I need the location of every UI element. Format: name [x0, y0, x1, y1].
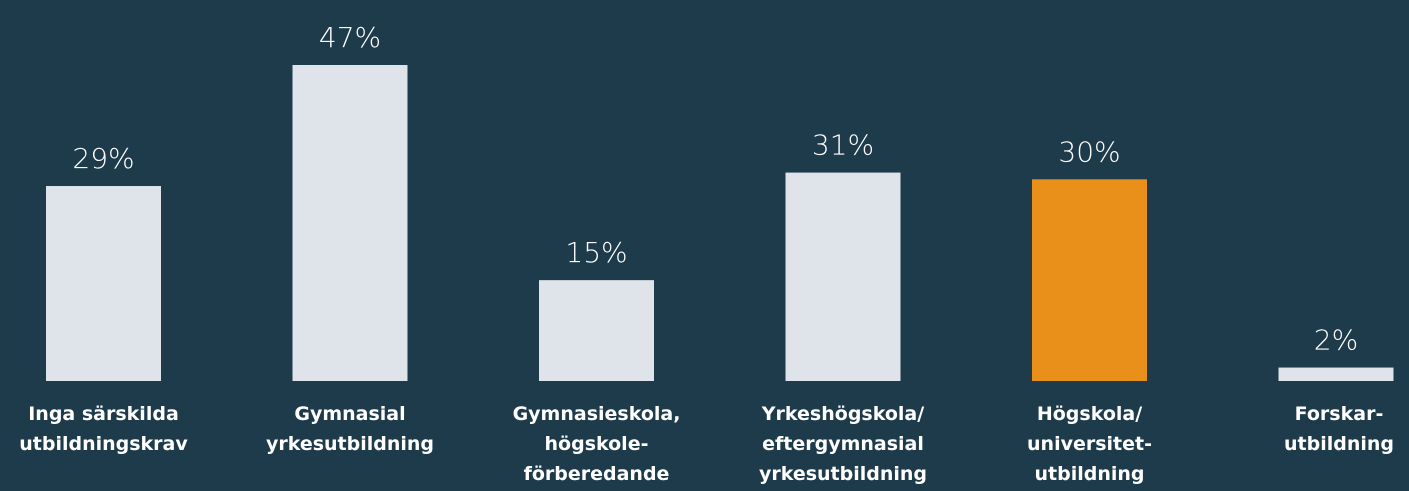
- category-label: förberedande: [524, 463, 670, 485]
- category-label: högskole-: [545, 433, 649, 455]
- bar: [46, 186, 161, 381]
- value-label: 31%: [812, 129, 874, 162]
- value-label: 2%: [1314, 324, 1358, 357]
- category-label: Yrkeshögskola/: [761, 403, 924, 425]
- category-label: yrkesutbildning: [759, 463, 927, 485]
- category-label: universitet-: [1027, 433, 1152, 455]
- bar: [785, 172, 901, 381]
- category-label: Högskola/: [1037, 403, 1142, 425]
- value-label: 15%: [565, 236, 627, 269]
- bar: [539, 280, 654, 381]
- category-label: eftergymnasial: [762, 433, 924, 455]
- category-label: utbildning: [1284, 433, 1394, 455]
- value-label: 29%: [72, 142, 134, 175]
- category-label: Inga särskilda: [28, 403, 179, 425]
- value-label: 47%: [319, 21, 381, 54]
- category-label: utbildningskrav: [19, 433, 188, 455]
- value-label: 30%: [1058, 135, 1120, 168]
- category-label: Gymnasieskola,: [513, 403, 681, 425]
- category-label: Gymnasial: [294, 403, 405, 425]
- bar: [292, 65, 408, 381]
- category-label: yrkesutbildning: [266, 433, 434, 455]
- category-label: utbildning: [1034, 463, 1144, 485]
- category-label: Forskar-: [1295, 403, 1384, 425]
- bar: [1032, 179, 1147, 381]
- bar: [1278, 367, 1394, 381]
